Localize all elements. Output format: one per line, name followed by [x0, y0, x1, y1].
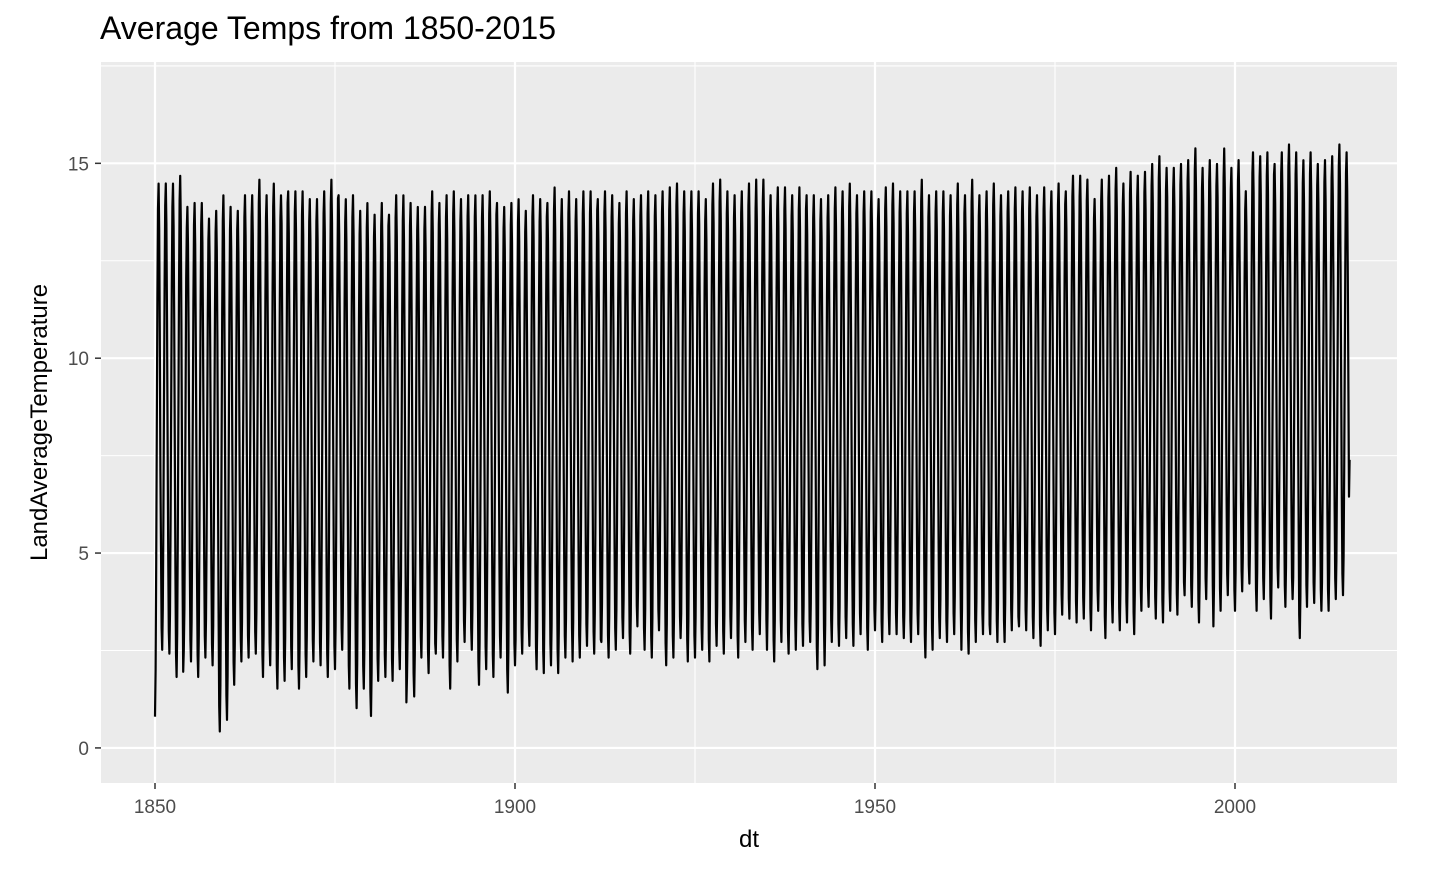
x-axis-title: dt	[739, 826, 759, 853]
series-line	[153, 143, 1351, 733]
x-axis-tick-labels: 1850 1900 1950 2000	[134, 797, 1256, 818]
y-tick-label: 10	[68, 349, 89, 370]
axis-ticks	[95, 162, 1236, 789]
x-tick-label: 1850	[134, 797, 176, 818]
chart-title: Average Temps from 1850-2015	[100, 10, 556, 46]
x-tick-label: 1900	[494, 797, 536, 818]
x-tick-label: 1950	[854, 797, 896, 818]
y-tick-label: 5	[78, 544, 89, 565]
y-axis-tick-labels: 0 5 10 15	[68, 154, 89, 760]
y-tick-label: 0	[78, 739, 89, 760]
y-axis-title: LandAverageTemperature	[26, 284, 53, 561]
y-tick-label: 15	[68, 154, 89, 175]
x-tick-label: 2000	[1214, 797, 1256, 818]
